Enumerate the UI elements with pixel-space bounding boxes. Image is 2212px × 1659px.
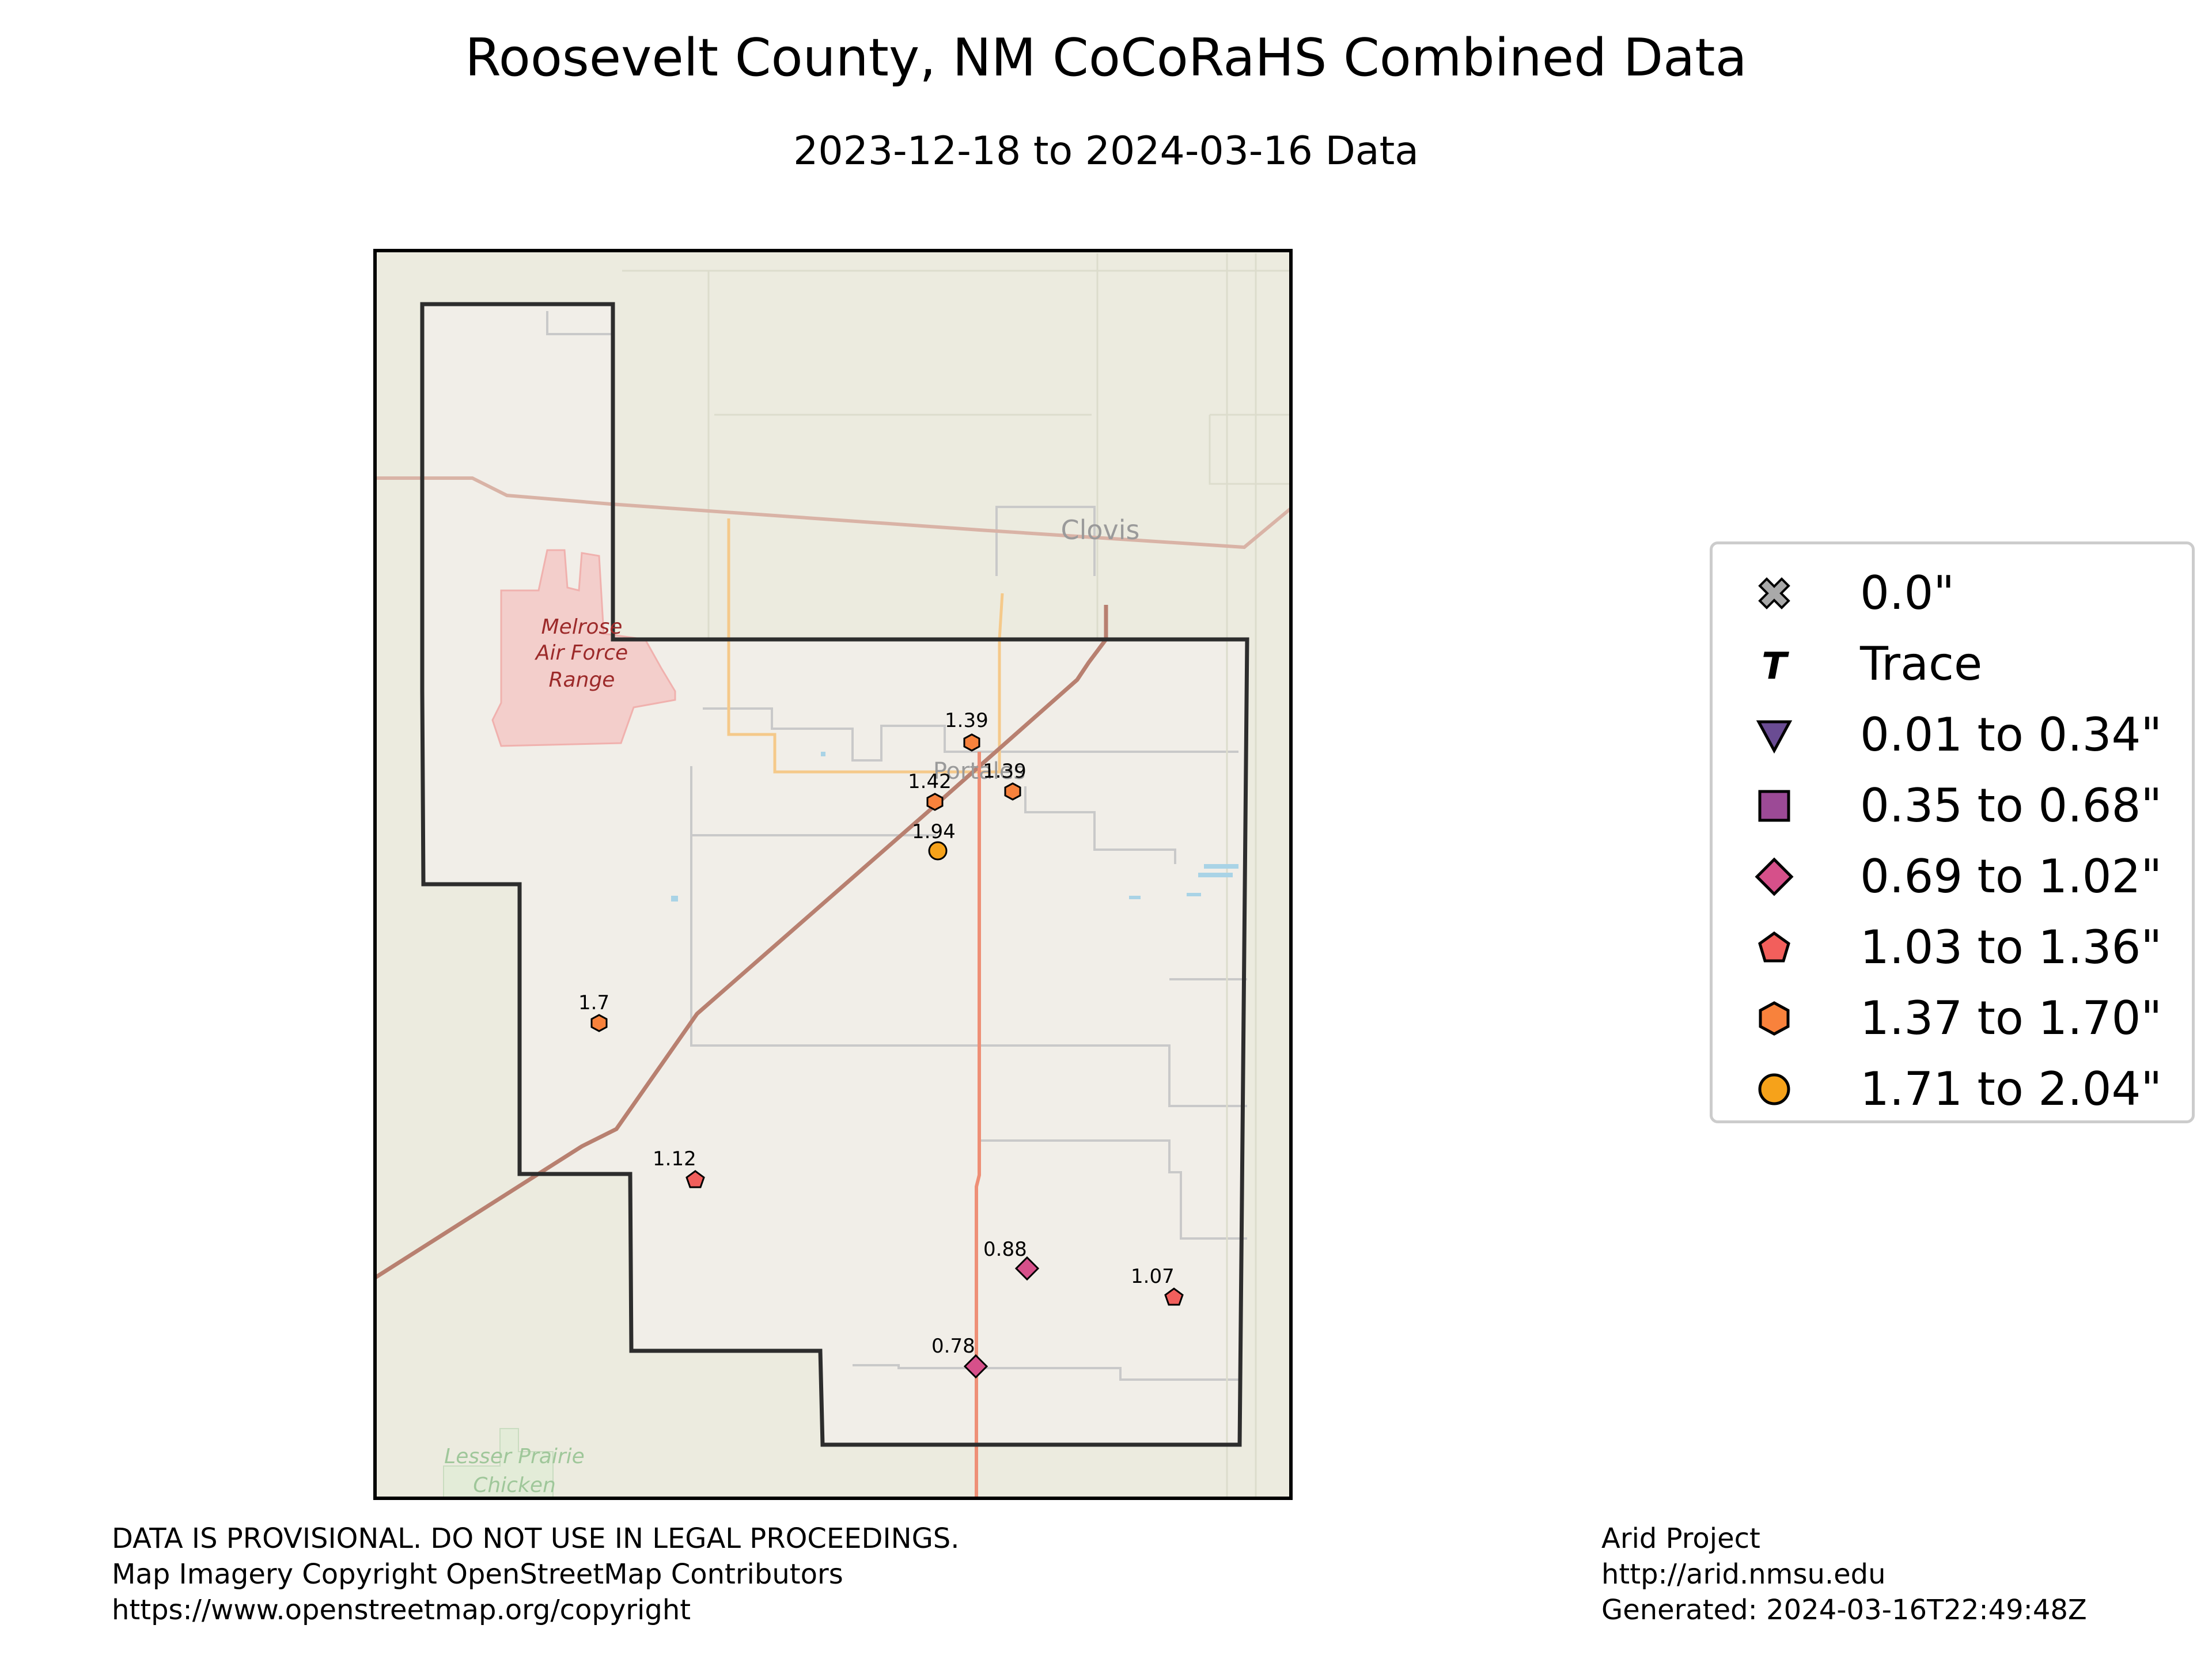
place-label-melrose-3: Range	[549, 668, 615, 692]
legend-label: Trace	[1860, 637, 1983, 691]
legend-item-trace: T Trace	[1713, 632, 2192, 696]
place-label-portales: Portales	[933, 758, 1025, 785]
footer-line: Map Imagery Copyright OpenStreetMap Cont…	[112, 1558, 843, 1590]
svg-text:T: T	[1762, 645, 1789, 684]
county-boundary	[420, 302, 1249, 1447]
station-value-label: 1.39	[945, 709, 988, 732]
x-icon	[1758, 577, 1790, 609]
legend-item-range-5: 1.37 to 1.70"	[1713, 987, 2192, 1050]
legend-label: 1.71 to 2.04"	[1860, 1062, 2162, 1116]
legend-item-range-3: 0.69 to 1.02"	[1713, 845, 2192, 908]
legend-label: 1.37 to 1.70"	[1860, 991, 2162, 1045]
station-markers: 1.39 1.39 1.42 1.94 1.7 1.12 0.88 1.07 0…	[578, 709, 1184, 1379]
t-icon: T	[1762, 645, 1789, 684]
diamond-icon	[1755, 857, 1794, 896]
county-map[interactable]: Clovis Portales Melrose Air Force Range …	[373, 249, 1293, 1500]
legend-item-zero: 0.0"	[1713, 562, 2192, 625]
legend-label: 0.69 to 1.02"	[1860, 850, 2162, 903]
station-value-label: 1.12	[653, 1147, 696, 1171]
place-label-melrose-2: Air Force	[535, 641, 628, 665]
circle-icon	[1758, 1073, 1790, 1105]
map-subtitle: 2023-12-18 to 2024-03-16 Data	[793, 128, 1419, 174]
legend-item-range-4: 1.03 to 1.36"	[1713, 916, 2192, 979]
legend: 0.0" T Trace 0.01 to 0.34" 0.35 to 0.68"…	[1710, 541, 2195, 1123]
station-value-label: 1.07	[1131, 1265, 1175, 1288]
station-marker-pentagon[interactable]	[1164, 1287, 1184, 1306]
legend-item-range-1: 0.01 to 0.34"	[1713, 703, 2192, 767]
station-value-label: 1.42	[908, 770, 952, 793]
footer-credits: Arid Project http://arid.nmsu.edu Genera…	[1601, 1521, 2087, 1628]
footer-line[interactable]: http://arid.nmsu.edu	[1601, 1558, 1886, 1590]
station-marker-diamond[interactable]	[963, 1354, 988, 1379]
triangle-down-icon	[1756, 720, 1793, 754]
footer-line: DATA IS PROVISIONAL. DO NOT USE IN LEGAL…	[112, 1522, 960, 1555]
footer-line: Arid Project	[1601, 1522, 1760, 1555]
station-marker-diamond[interactable]	[1014, 1256, 1040, 1281]
station-value-label: 0.78	[931, 1335, 975, 1358]
footer-line[interactable]: https://www.openstreetmap.org/copyright	[112, 1594, 691, 1626]
highway-us70	[975, 752, 981, 1500]
station-marker-hexagon[interactable]	[590, 1014, 608, 1032]
station-marker-circle[interactable]	[928, 841, 948, 861]
place-label-prairie-1: Lesser Prairie	[444, 1445, 585, 1468]
county-area	[422, 304, 1247, 1445]
station-value-label: 0.88	[983, 1238, 1027, 1261]
square-icon	[1758, 790, 1790, 822]
place-label-clovis: Clovis	[1060, 514, 1139, 546]
legend-label: 0.01 to 0.34"	[1860, 708, 2162, 762]
hexagon-icon	[1759, 1001, 1790, 1036]
legend-label: 1.03 to 1.36"	[1860, 921, 2162, 974]
highway-diagonal	[373, 605, 1108, 1281]
station-value-label: 1.39	[983, 760, 1027, 783]
place-label-prairie-2: Chicken	[473, 1474, 556, 1497]
pentagon-icon	[1758, 931, 1790, 963]
footer-disclaimer: DATA IS PROVISIONAL. DO NOT USE IN LEGAL…	[112, 1521, 960, 1628]
footer-line: Generated: 2024-03-16T22:49:48Z	[1601, 1594, 2087, 1626]
legend-label: 0.0"	[1860, 566, 1955, 620]
station-value-label: 1.7	[578, 991, 609, 1014]
map-title: Roosevelt County, NM CoCoRaHS Combined D…	[465, 28, 1747, 88]
legend-item-range-6: 1.71 to 2.04"	[1713, 1058, 2192, 1121]
place-label-melrose-1: Melrose	[541, 615, 623, 639]
station-marker-hexagon[interactable]	[926, 793, 944, 811]
station-value-label: 1.94	[912, 820, 956, 843]
legend-label: 0.35 to 0.68"	[1860, 779, 2162, 832]
station-marker-hexagon[interactable]	[963, 733, 980, 752]
map-border	[373, 249, 1293, 1500]
station-marker-hexagon[interactable]	[1004, 782, 1021, 801]
highway-us60	[373, 476, 1293, 550]
legend-item-range-2: 0.35 to 0.68"	[1713, 774, 2192, 838]
station-marker-pentagon[interactable]	[685, 1170, 705, 1188]
